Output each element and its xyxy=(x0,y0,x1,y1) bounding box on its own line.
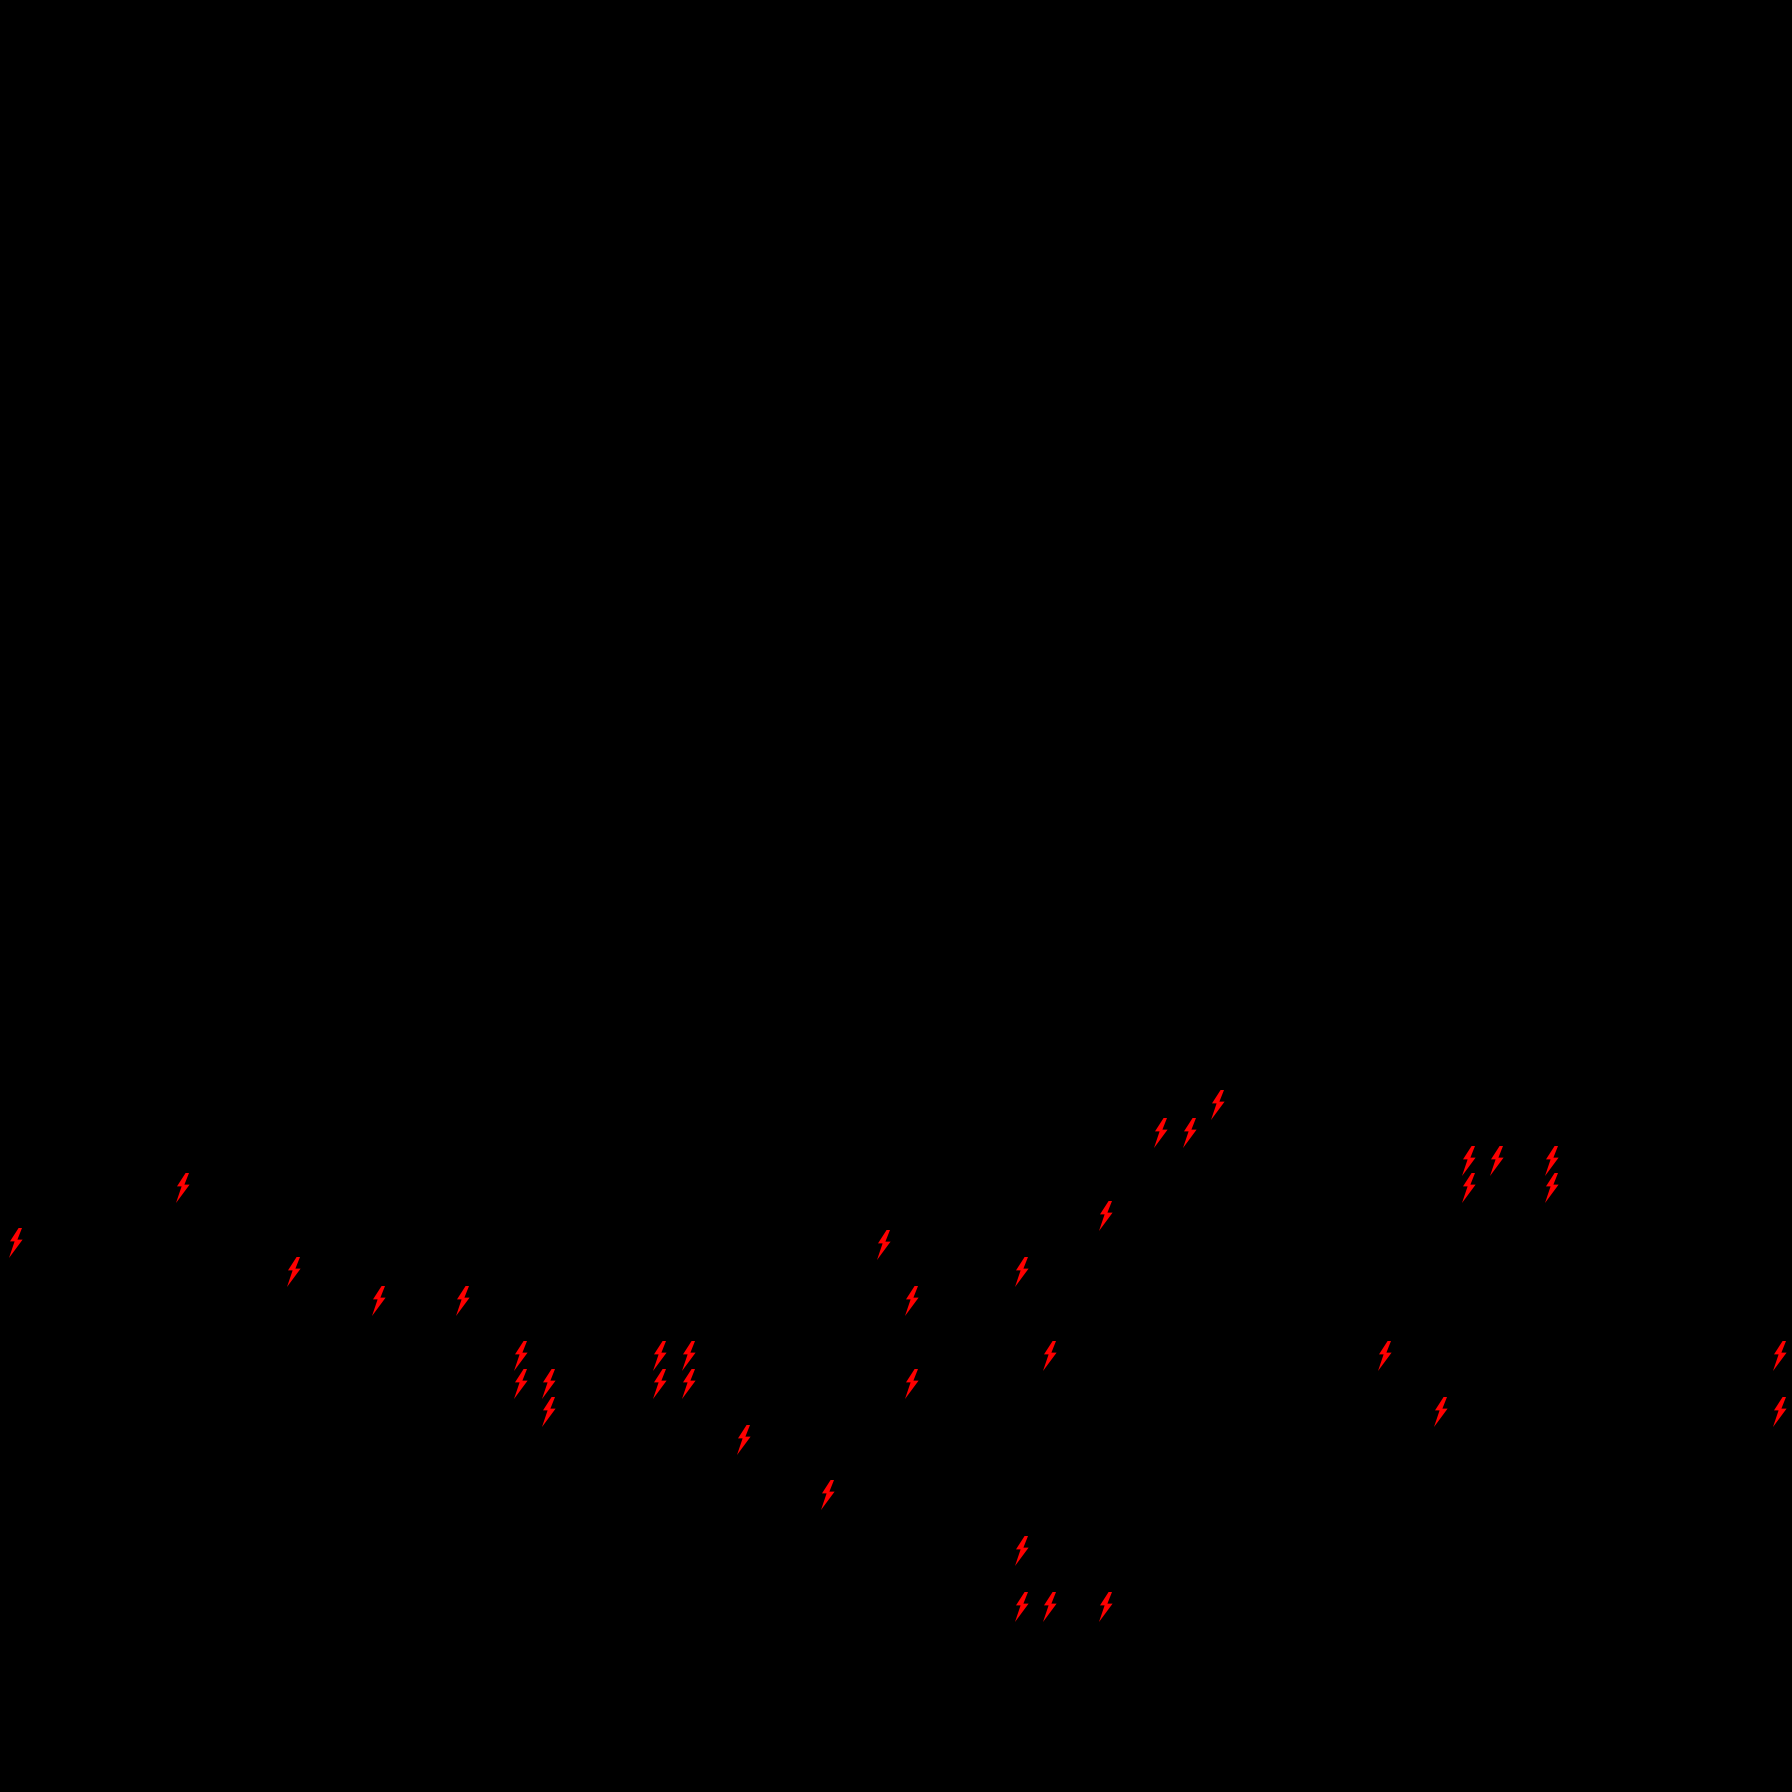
lightning-bolt-icon xyxy=(735,1425,753,1455)
lightning-bolt-icon xyxy=(1013,1592,1031,1622)
lightning-bolt-icon xyxy=(680,1369,698,1399)
lightning-bolt-icon xyxy=(1152,1118,1170,1148)
lightning-bolt-icon xyxy=(651,1369,669,1399)
lightning-bolt-icon xyxy=(1209,1090,1227,1120)
lightning-bolt-icon xyxy=(1460,1173,1478,1203)
lightning-bolt-icon xyxy=(1181,1118,1199,1148)
lightning-bolt-icon xyxy=(1041,1592,1059,1622)
lightning-bolt-icon xyxy=(1543,1146,1561,1176)
lightning-bolt-icon xyxy=(512,1369,530,1399)
lightning-bolt-icon xyxy=(1013,1536,1031,1566)
lightning-bolt-icon xyxy=(512,1341,530,1371)
lightning-bolt-icon xyxy=(651,1341,669,1371)
lightning-bolt-icon xyxy=(174,1173,192,1203)
lightning-bolt-icon xyxy=(1097,1592,1115,1622)
lightning-bolt-icon xyxy=(1543,1173,1561,1203)
lightning-bolt-icon xyxy=(819,1480,837,1510)
lightning-bolt-icon xyxy=(285,1257,303,1287)
lightning-bolt-icon xyxy=(1460,1146,1478,1176)
lightning-bolt-icon xyxy=(680,1341,698,1371)
lightning-bolt-icon xyxy=(1432,1397,1450,1427)
lightning-bolt-icon xyxy=(370,1286,388,1316)
lightning-bolt-icon xyxy=(875,1230,893,1260)
lightning-bolt-icon xyxy=(1013,1257,1031,1287)
lightning-bolt-icon xyxy=(540,1397,558,1427)
lightning-bolt-icon xyxy=(1488,1146,1506,1176)
lightning-bolt-icon xyxy=(7,1228,25,1258)
lightning-bolt-icon xyxy=(540,1369,558,1399)
lightning-bolt-icon xyxy=(454,1286,472,1316)
lightning-bolt-icon xyxy=(1376,1341,1394,1371)
lightning-bolt-icon xyxy=(903,1286,921,1316)
lightning-bolt-icon xyxy=(1097,1201,1115,1231)
lightning-bolt-icon xyxy=(903,1369,921,1399)
lightning-bolt-icon xyxy=(1771,1397,1789,1427)
lightning-bolt-icon xyxy=(1771,1341,1789,1371)
lightning-bolt-icon xyxy=(1041,1341,1059,1371)
